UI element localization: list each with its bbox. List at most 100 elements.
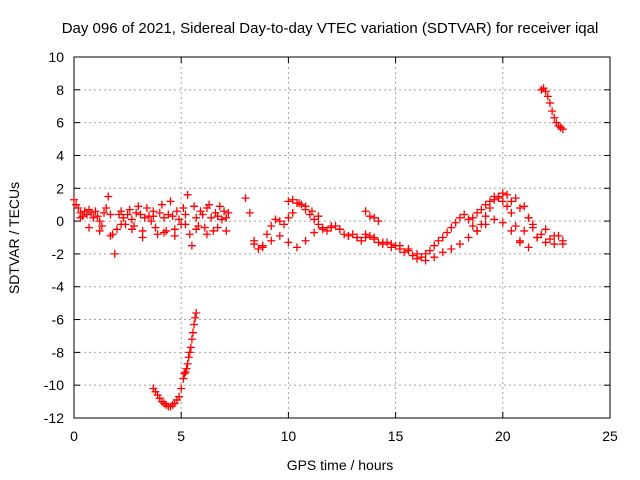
data-point	[365, 231, 374, 240]
y-tick-label: -12	[44, 410, 64, 426]
data-point	[160, 228, 169, 237]
data-point	[455, 240, 464, 249]
data-point	[541, 87, 550, 96]
data-point	[222, 226, 231, 235]
data-point	[102, 203, 111, 212]
data-point	[119, 213, 128, 222]
data-point	[464, 233, 473, 242]
data-point	[353, 233, 362, 242]
y-tick-label: 8	[56, 82, 64, 98]
data-point	[370, 213, 379, 222]
data-point	[335, 225, 344, 234]
data-point	[498, 197, 507, 206]
data-point	[106, 210, 115, 219]
data-point	[241, 194, 250, 203]
data-point	[515, 238, 524, 247]
data-point	[322, 226, 331, 235]
data-point	[217, 215, 226, 224]
data-point	[421, 256, 430, 265]
data-point	[295, 199, 304, 208]
data-point	[258, 243, 267, 252]
y-tick-label: -6	[52, 312, 65, 328]
data-point	[451, 218, 460, 227]
data-point	[82, 210, 91, 219]
data-point	[149, 212, 158, 221]
data-point	[301, 202, 310, 211]
data-point	[166, 197, 175, 206]
data-point	[160, 213, 169, 222]
data-point	[430, 253, 439, 262]
y-tick-label: -2	[52, 246, 65, 262]
data-point	[213, 212, 222, 221]
data-point	[511, 222, 520, 231]
data-point	[207, 213, 216, 222]
data-point	[481, 220, 490, 229]
data-point	[177, 384, 186, 393]
data-point	[548, 107, 557, 116]
data-point	[125, 205, 134, 214]
data-point	[485, 197, 494, 206]
data-point	[520, 226, 529, 235]
data-point	[110, 249, 119, 258]
data-point	[541, 225, 550, 234]
data-point	[314, 220, 323, 229]
data-point	[503, 202, 512, 211]
data-point	[413, 249, 422, 258]
data-point	[507, 208, 516, 217]
data-point	[97, 222, 106, 231]
data-point	[181, 210, 190, 219]
data-point	[425, 246, 434, 255]
data-point	[430, 241, 439, 250]
data-point	[91, 207, 100, 216]
y-tick-label: -10	[44, 377, 64, 393]
series-lower-band	[76, 212, 567, 265]
x-tick-label: 10	[281, 428, 297, 444]
data-point	[515, 203, 524, 212]
data-point	[220, 207, 229, 216]
data-point	[186, 343, 195, 352]
data-point	[520, 202, 529, 211]
y-tick-label: 10	[48, 49, 64, 65]
data-point	[280, 220, 289, 229]
data-point	[104, 192, 113, 201]
y-tick-label: 4	[56, 147, 64, 163]
data-point	[151, 223, 160, 232]
data-point	[106, 231, 115, 240]
data-point	[307, 207, 316, 216]
data-point	[222, 213, 231, 222]
data-point	[180, 369, 189, 378]
data-point	[378, 238, 387, 247]
data-point	[408, 251, 417, 260]
data-point	[179, 203, 188, 212]
data-point	[361, 230, 370, 239]
series-dip-segment	[149, 308, 201, 411]
data-point	[123, 210, 132, 219]
data-point	[136, 210, 145, 219]
x-tick-label: 20	[495, 428, 511, 444]
data-point	[191, 313, 200, 322]
data-point	[477, 205, 486, 214]
x-tick-label: 5	[177, 428, 185, 444]
data-point	[254, 244, 263, 253]
data-point	[370, 233, 379, 242]
data-point	[179, 374, 188, 383]
data-point	[198, 210, 207, 219]
data-point	[142, 203, 151, 212]
data-point	[134, 202, 143, 211]
data-point	[468, 222, 477, 231]
data-point	[190, 320, 199, 329]
data-point	[284, 213, 293, 222]
data-point	[434, 236, 443, 245]
data-point	[507, 226, 516, 235]
data-point	[127, 225, 136, 234]
data-point	[93, 212, 102, 221]
data-point	[438, 233, 447, 242]
data-point	[185, 348, 194, 357]
data-point	[140, 213, 149, 222]
data-points	[70, 84, 567, 411]
data-point	[503, 190, 512, 199]
data-point	[537, 85, 546, 94]
data-point	[188, 328, 197, 337]
data-point	[185, 230, 194, 239]
